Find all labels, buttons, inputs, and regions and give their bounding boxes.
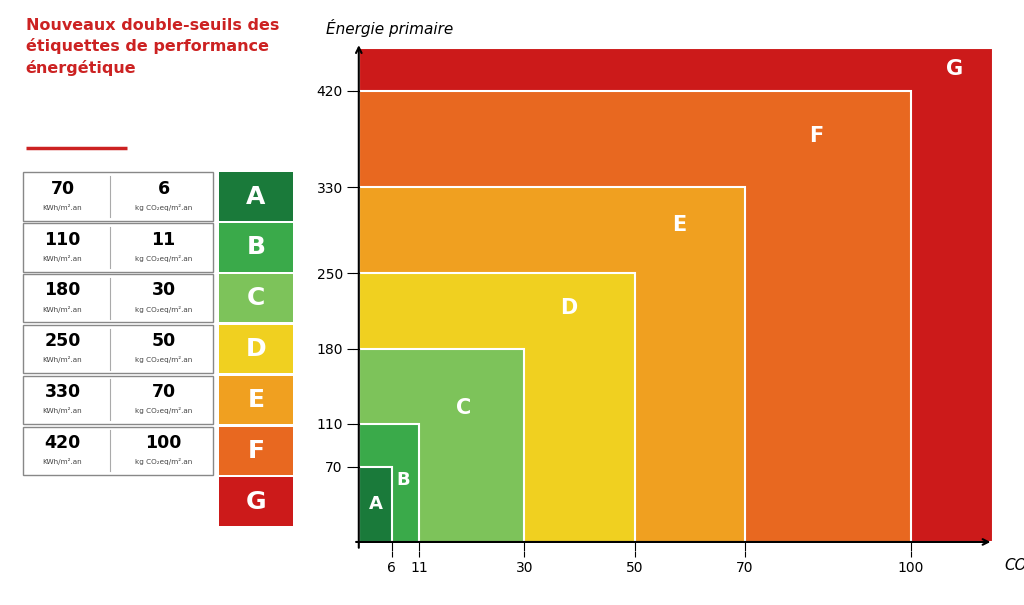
Text: C: C [456,397,471,417]
Text: KWh/m².an: KWh/m².an [43,407,82,414]
Text: CO₂: CO₂ [1005,558,1024,573]
Text: B: B [247,235,265,260]
Text: A: A [247,185,265,209]
FancyBboxPatch shape [219,325,293,373]
Text: 250: 250 [44,332,81,350]
Bar [358,466,392,542]
Text: 50: 50 [152,332,175,350]
Text: D: D [560,298,578,318]
Text: G: G [246,489,266,514]
Text: kg CO₂eq/m².an: kg CO₂eq/m².an [135,458,193,465]
Text: kg CO₂eq/m².an: kg CO₂eq/m².an [135,356,193,364]
Text: KWh/m².an: KWh/m².an [43,356,82,364]
Text: 70: 70 [152,383,175,401]
Text: 330: 330 [44,383,81,401]
Text: KWh/m².an: KWh/m².an [43,255,82,262]
Text: kg CO₂eq/m².an: kg CO₂eq/m².an [135,255,193,262]
Text: 30: 30 [152,281,175,299]
FancyBboxPatch shape [219,274,293,322]
Text: A: A [369,495,382,514]
Bar [358,273,635,542]
Text: 420: 420 [44,434,81,452]
FancyBboxPatch shape [23,223,213,272]
Text: KWh/m².an: KWh/m².an [43,306,82,313]
Text: 70: 70 [50,180,75,198]
Bar [358,424,420,542]
FancyBboxPatch shape [23,172,213,221]
FancyBboxPatch shape [219,427,293,475]
Text: kg CO₂eq/m².an: kg CO₂eq/m².an [135,306,193,313]
Text: KWh/m².an: KWh/m².an [43,204,82,211]
Text: 11: 11 [152,231,175,249]
Bar [358,348,524,542]
Text: E: E [248,388,264,412]
FancyBboxPatch shape [219,477,293,526]
Bar [358,91,910,542]
FancyBboxPatch shape [219,376,293,424]
Bar [358,188,745,542]
Text: E: E [672,215,686,235]
Text: kg CO₂eq/m².an: kg CO₂eq/m².an [135,407,193,414]
Text: 180: 180 [44,281,81,299]
Text: D: D [246,337,266,361]
Text: C: C [247,286,265,310]
Text: KWh/m².an: KWh/m².an [43,458,82,465]
Text: F: F [810,126,824,146]
FancyBboxPatch shape [219,172,293,221]
Text: B: B [396,471,410,489]
FancyBboxPatch shape [23,376,213,424]
FancyBboxPatch shape [23,325,213,373]
Text: kg CO₂eq/m².an: kg CO₂eq/m².an [135,204,193,211]
Text: 6: 6 [158,180,170,198]
Text: G: G [946,59,964,79]
FancyBboxPatch shape [219,223,293,272]
Text: Énergie primaire: Énergie primaire [326,19,453,37]
FancyBboxPatch shape [23,427,213,475]
Text: 110: 110 [44,231,81,249]
Text: 100: 100 [145,434,181,452]
FancyBboxPatch shape [23,274,213,322]
Text: F: F [248,439,264,463]
Text: Nouveaux double-seuils des
étiquettes de performance
énergétique: Nouveaux double-seuils des étiquettes de… [26,18,279,76]
